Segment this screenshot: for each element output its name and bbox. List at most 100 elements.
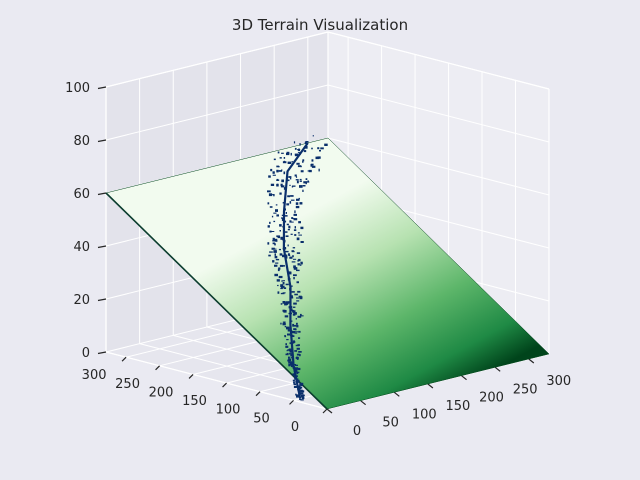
river-speck <box>290 233 293 235</box>
river-speck <box>286 203 290 206</box>
river-speck <box>287 278 291 281</box>
river-speck <box>286 223 289 226</box>
river-speck <box>311 159 314 162</box>
river-speck <box>293 312 297 315</box>
river-speck <box>284 310 287 313</box>
river-speck <box>292 340 295 343</box>
river-speck <box>320 147 324 150</box>
river-speck <box>299 296 303 300</box>
river-speck <box>289 184 291 186</box>
river-speck <box>276 214 279 217</box>
river-speck <box>292 324 297 327</box>
river-speck <box>306 181 310 183</box>
river-speck <box>296 372 299 375</box>
river-speck <box>296 300 300 302</box>
river-speck <box>271 247 275 250</box>
river-speck <box>286 350 289 352</box>
river-speck <box>300 170 304 173</box>
river-speck <box>300 313 302 316</box>
river-speck <box>287 329 291 332</box>
river-speck <box>279 230 281 232</box>
river-speck <box>272 240 274 242</box>
river-speck <box>290 177 292 180</box>
river-speck <box>281 265 285 267</box>
river-speck <box>295 378 299 381</box>
river-speck <box>296 379 300 382</box>
z-tick-label: 20 <box>73 293 90 308</box>
river-speck <box>278 166 280 168</box>
river-speck <box>288 348 293 352</box>
z-tick-mark <box>97 351 107 355</box>
river-speck <box>285 250 289 253</box>
river-speck <box>279 192 282 195</box>
river-speck <box>291 330 296 334</box>
river-speck <box>301 395 303 398</box>
river-speck <box>290 311 292 314</box>
river-speck <box>298 258 301 262</box>
river-speck <box>283 160 285 163</box>
river-speck <box>289 330 293 332</box>
river-speck <box>299 143 301 146</box>
river-speck <box>297 367 301 371</box>
x-tick-mark <box>494 366 501 372</box>
river-speck <box>281 169 283 171</box>
river-speck <box>282 238 285 241</box>
river-speck <box>276 179 280 181</box>
z-tick-mark <box>97 298 107 302</box>
river-speck <box>294 367 297 370</box>
river-speck <box>280 303 283 305</box>
river-speck <box>288 301 292 304</box>
river-speck <box>280 287 283 290</box>
river-speck <box>281 214 283 216</box>
river-speck <box>284 315 289 318</box>
river-speck <box>293 385 297 388</box>
river-speck <box>274 273 278 277</box>
river-speck <box>307 180 309 182</box>
river-speck <box>284 301 289 303</box>
z-tick-label: 60 <box>73 187 90 202</box>
river-speck <box>294 350 298 352</box>
river-speck <box>267 225 270 228</box>
river-speck <box>300 390 305 393</box>
river-speck <box>296 198 300 201</box>
river-speck <box>302 185 306 187</box>
river-speck <box>288 358 292 362</box>
river-speck <box>299 394 301 398</box>
river-speck <box>269 230 272 233</box>
river-speck <box>294 153 299 156</box>
river-speck <box>296 395 299 398</box>
river-speck <box>297 165 302 168</box>
river-speck <box>295 364 298 366</box>
river-speck <box>319 149 321 152</box>
river-speck <box>300 382 303 386</box>
river-speck <box>280 183 283 187</box>
river-speck <box>301 394 305 397</box>
river-speck <box>305 178 308 180</box>
river-speck <box>276 235 280 238</box>
river-speck <box>296 347 300 350</box>
river-speck <box>294 293 298 296</box>
river-speck <box>269 206 273 208</box>
river-speck <box>293 265 296 269</box>
river-speck <box>299 178 302 181</box>
river-speck <box>293 302 297 305</box>
river-speck <box>281 152 284 154</box>
river-speck <box>278 170 283 172</box>
river-speck <box>273 220 276 223</box>
river-speck <box>294 147 297 150</box>
river-speck <box>296 281 299 284</box>
y-tick-mark <box>155 365 161 371</box>
river-speck <box>272 242 276 245</box>
river-speck <box>286 326 290 330</box>
river-speck <box>274 248 277 250</box>
river-speck <box>294 328 297 331</box>
river-speck <box>285 343 287 346</box>
river-speck <box>290 295 293 298</box>
y-tick-mark <box>121 356 127 362</box>
river-speck <box>296 162 300 165</box>
river-speck <box>291 161 293 163</box>
river-speck <box>285 283 289 286</box>
river-speck <box>288 356 290 359</box>
river-speck <box>317 147 320 150</box>
